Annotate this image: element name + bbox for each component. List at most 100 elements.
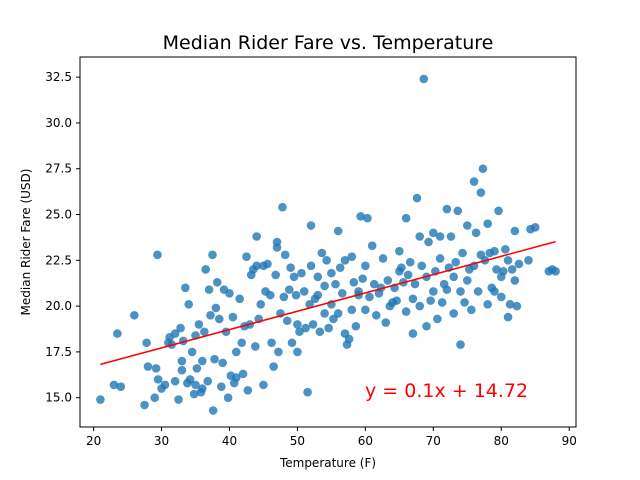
- data-point: [503, 256, 513, 265]
- data-point: [313, 290, 323, 300]
- data-point: [471, 228, 481, 238]
- data-point: [142, 338, 151, 348]
- x-tick-label: 60: [358, 434, 373, 448]
- data-point: [214, 314, 224, 324]
- data-point: [383, 276, 393, 285]
- data-point: [201, 265, 210, 274]
- data-point: [397, 263, 406, 272]
- data-point: [256, 299, 266, 309]
- data-point: [469, 177, 479, 186]
- data-point: [492, 265, 501, 274]
- data-point: [371, 310, 381, 320]
- data-point: [415, 301, 425, 311]
- data-point: [435, 232, 445, 241]
- data-point: [143, 362, 153, 371]
- data-point: [501, 245, 510, 254]
- y-tick-label: 17.5: [45, 345, 72, 359]
- data-point: [494, 206, 503, 216]
- data-point: [510, 226, 520, 236]
- data-point: [116, 382, 126, 392]
- data-point: [356, 212, 365, 221]
- x-tick-label: 50: [290, 434, 305, 448]
- data-point: [130, 310, 139, 320]
- data-point: [524, 256, 533, 265]
- data-point: [210, 354, 219, 364]
- data-point: [228, 312, 238, 322]
- data-point: [530, 223, 540, 232]
- data-point: [505, 299, 515, 309]
- data-point: [381, 318, 391, 327]
- data-point: [293, 347, 302, 357]
- data-point: [401, 213, 411, 223]
- data-point: [177, 356, 187, 366]
- data-point: [392, 296, 401, 305]
- data-point: [378, 254, 388, 263]
- data-point: [401, 307, 411, 316]
- data-point: [267, 338, 276, 348]
- data-point: [408, 329, 418, 338]
- data-point: [367, 241, 377, 250]
- data-point: [349, 277, 359, 287]
- data-point: [184, 299, 194, 309]
- data-point: [315, 327, 325, 337]
- data-point: [507, 265, 517, 274]
- data-point: [269, 362, 278, 371]
- data-point: [308, 320, 318, 329]
- regression-equation: y = 0.1x + 14.72: [365, 380, 528, 402]
- data-point: [512, 301, 522, 311]
- data-point: [271, 270, 280, 280]
- x-tick-label: 20: [86, 434, 101, 448]
- data-point: [185, 375, 195, 384]
- data-point: [217, 382, 226, 392]
- data-point: [204, 285, 214, 294]
- data-point: [293, 320, 302, 329]
- data-point: [433, 314, 442, 324]
- data-point: [369, 279, 379, 289]
- data-point: [456, 287, 465, 296]
- data-point: [498, 267, 508, 276]
- x-tick-label: 90: [562, 434, 577, 448]
- data-point: [174, 395, 183, 404]
- x-tick-label: 70: [426, 434, 441, 448]
- y-tick-label: 27.5: [45, 162, 72, 176]
- data-point: [333, 309, 343, 318]
- data-point: [153, 250, 162, 260]
- data-point: [263, 259, 272, 269]
- data-point: [403, 270, 413, 280]
- data-point: [176, 323, 185, 333]
- data-point: [320, 281, 329, 291]
- data-point: [446, 232, 456, 241]
- data-point: [347, 305, 357, 315]
- plot-frame: [79, 56, 577, 428]
- chart-title: Median Rider Fare vs. Temperature: [163, 32, 494, 54]
- data-point: [301, 323, 310, 333]
- x-axis-label: Temperature (F): [279, 456, 376, 470]
- data-point: [395, 246, 404, 256]
- data-point: [252, 232, 261, 241]
- data-point: [337, 288, 347, 298]
- y-tick-label: 30.0: [45, 116, 72, 130]
- data-point: [187, 347, 197, 357]
- data-point: [408, 294, 418, 304]
- data-point: [412, 193, 422, 203]
- y-tick-label: 32.5: [45, 70, 72, 84]
- data-point: [335, 263, 345, 272]
- y-axis-ticks: 15.0 17.5 20.0 22.5 25.0 27.5 30.0 32.5: [45, 70, 80, 405]
- data-point: [306, 221, 316, 230]
- data-point: [344, 334, 354, 344]
- data-point: [458, 248, 467, 258]
- data-point: [297, 268, 306, 278]
- data-point: [259, 380, 268, 390]
- data-point: [324, 323, 333, 333]
- data-point: [437, 298, 447, 307]
- data-point: [223, 393, 233, 402]
- data-point: [242, 252, 251, 261]
- data-point: [153, 375, 163, 384]
- data-point: [449, 309, 458, 318]
- y-axis-label: Median Rider Fare (USD): [19, 169, 33, 316]
- data-point: [333, 226, 343, 236]
- data-point: [442, 285, 452, 294]
- data-point: [203, 376, 213, 386]
- data-point: [451, 257, 461, 267]
